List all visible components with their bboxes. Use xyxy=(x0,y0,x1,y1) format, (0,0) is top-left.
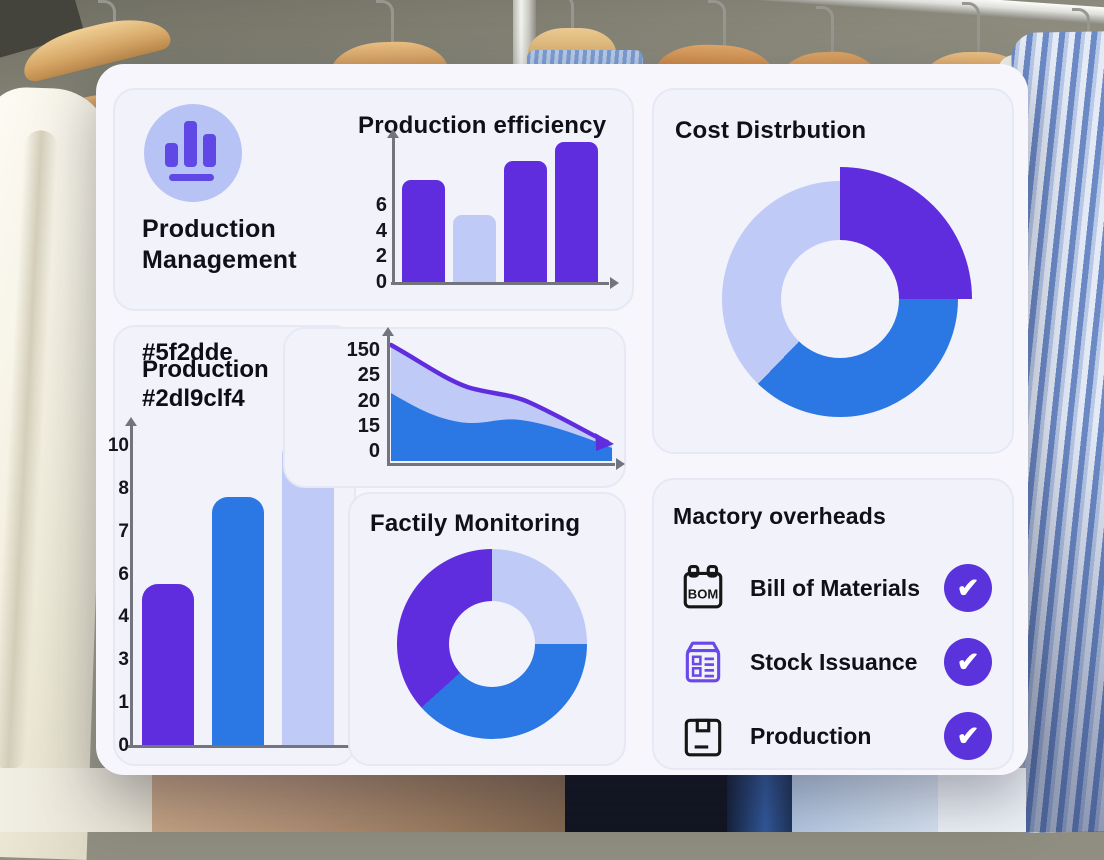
hex-code-line: #5f2dde xyxy=(142,339,233,366)
bar-chart-icon-bar xyxy=(203,134,216,167)
bar-chart-icon xyxy=(144,104,242,202)
clothes-bottom-strip xyxy=(0,768,1104,832)
y-axis-ticks: 150 25 20 15 0 xyxy=(337,339,380,463)
area-chart-plot xyxy=(390,342,614,461)
check-badge[interactable]: ✔ xyxy=(944,564,992,612)
axis-tick-label: 6 xyxy=(118,563,129,585)
list-item-bill-of-materials[interactable]: BOM Bill of Materials ✔ xyxy=(680,560,992,616)
trend-area-chart-card: 150 25 20 15 0 xyxy=(283,327,626,488)
bar-series xyxy=(402,136,598,282)
trend-line xyxy=(390,342,610,445)
bar-chart-icon-bar xyxy=(184,121,197,167)
axis-tick-label: 3 xyxy=(118,649,129,671)
production-bar-chart: 10 8 7 6 4 3 1 0 xyxy=(108,417,368,757)
bar-chart-icon-bar xyxy=(165,143,178,167)
bar-chart-icon-baseline xyxy=(169,174,214,181)
hanger-hook xyxy=(962,2,980,57)
list-item-stock-issuance[interactable]: Stock Issuance ✔ xyxy=(680,634,992,690)
axis-tick-label: 8 xyxy=(118,477,129,499)
hanger-hook xyxy=(816,6,834,61)
axis-tick-label: 1 xyxy=(118,692,129,714)
axis-tick-label: 20 xyxy=(357,389,380,412)
axis-tick-label: 2 xyxy=(375,245,387,268)
trend-area-chart: 150 25 20 15 0 xyxy=(285,327,625,486)
production-package-icon xyxy=(684,718,722,757)
x-axis xyxy=(391,277,619,289)
x-axis xyxy=(387,458,625,470)
hanger-hook xyxy=(376,0,394,55)
blue-shirt-shoulder xyxy=(527,50,643,66)
check-badge[interactable]: ✔ xyxy=(944,712,992,760)
factily-monitoring-title: Factily Monitoring xyxy=(370,510,581,537)
axis-tick-label: 4 xyxy=(375,219,387,242)
production-hex-card: #5f2dde Production #2dl9clf4 10 8 7 6 4 3 1 0 xyxy=(108,325,368,766)
axis-tick-label: 7 xyxy=(118,520,129,542)
axis-tick-label: 25 xyxy=(357,364,380,387)
bar-blue xyxy=(212,496,264,745)
bar-purple xyxy=(402,179,445,282)
bar-purple xyxy=(555,142,598,282)
cost-distribution-donut-chart xyxy=(708,167,972,431)
axis-tick-label: 15 xyxy=(357,414,380,437)
hex-code-text-block: #5f2dde Production #2dl9clf4 xyxy=(142,327,362,427)
tan-trousers xyxy=(152,768,572,832)
axis-tick-label: 0 xyxy=(375,270,387,293)
y-axis-ticks: 10 8 7 6 4 3 1 0 xyxy=(103,435,129,757)
production-efficiency-title: Production efficiency xyxy=(358,112,607,139)
axis-tick-label: 0 xyxy=(118,734,129,756)
light-blue-shirt xyxy=(792,768,944,832)
trend-line-arrowhead xyxy=(595,433,614,451)
lower-area-band xyxy=(390,393,613,461)
production-management-title: Production Management xyxy=(142,215,297,274)
donut-hole xyxy=(781,240,899,358)
mactory-overheads-card: Mactory overheads BOM Bill of Materials … xyxy=(652,478,1014,770)
axis-tick-label: 10 xyxy=(107,435,129,456)
bom-document-icon: BOM xyxy=(683,565,723,609)
striped-shirt-shadow xyxy=(1018,420,1104,832)
white-garment-bottom xyxy=(0,768,178,832)
list-item-label: Production xyxy=(750,722,872,749)
mactory-overheads-title: Mactory overheads xyxy=(673,503,887,529)
factily-monitoring-donut-chart xyxy=(397,549,587,739)
navy-garment xyxy=(565,768,733,832)
y-axis xyxy=(387,129,399,285)
axis-tick-label: 150 xyxy=(346,339,380,361)
list-item-production[interactable]: Production ✔ xyxy=(680,708,992,764)
production-dashboard-panel: Production Management Production efficie… xyxy=(96,64,1028,775)
x-axis xyxy=(128,740,368,752)
svg-text:BOM: BOM xyxy=(688,586,718,601)
y-axis xyxy=(382,327,394,466)
donut-hole xyxy=(449,601,535,687)
hanger-hook xyxy=(556,0,574,49)
list-item-label: Stock Issuance xyxy=(750,648,918,675)
bar-series xyxy=(142,433,334,745)
check-badge[interactable]: ✔ xyxy=(944,638,992,686)
production-management-card: Production Management Production efficie… xyxy=(113,88,634,311)
bar-light xyxy=(453,215,496,282)
production-label: Production xyxy=(142,356,269,383)
factily-monitoring-card: Factily Monitoring xyxy=(348,492,626,766)
bar-purple xyxy=(504,160,547,282)
list-item-label: Bill of Materials xyxy=(750,574,920,601)
hex-code-line: #2dl9clf4 xyxy=(142,385,245,412)
hanger-hook xyxy=(708,0,726,55)
axis-tick-label: 4 xyxy=(118,606,129,628)
cost-distribution-card: Cost Distrbution xyxy=(652,88,1014,454)
white-shirt-bottom xyxy=(938,768,1026,832)
stock-issuance-form-icon xyxy=(685,641,721,683)
bar-purple xyxy=(142,584,194,745)
axis-tick-label: 6 xyxy=(375,194,387,216)
bar-light xyxy=(282,439,334,745)
y-axis xyxy=(125,417,137,746)
blue-garment-fold xyxy=(727,768,797,832)
axis-tick-label: 0 xyxy=(368,440,380,462)
cost-distribution-title: Cost Distrbution xyxy=(675,117,867,144)
